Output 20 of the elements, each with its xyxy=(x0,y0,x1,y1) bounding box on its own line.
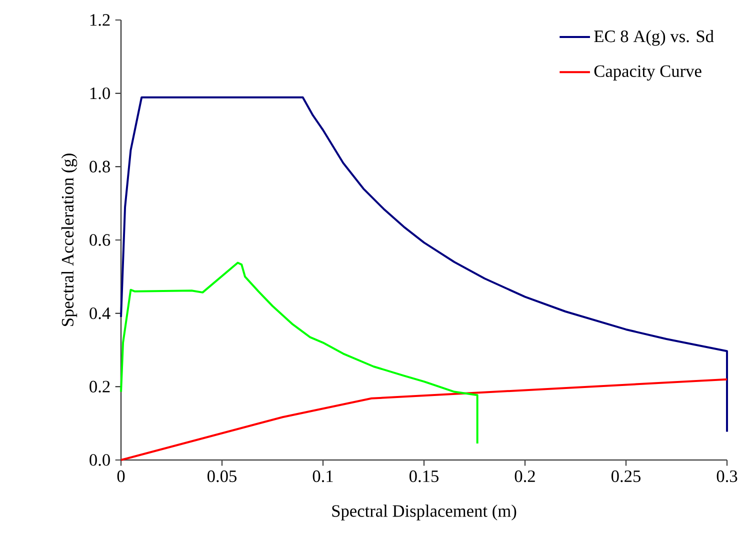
y-axis-title: Spectral Acceleration (g) xyxy=(61,154,78,326)
x-tick-label: 0.25 xyxy=(612,470,640,482)
x-tick-label: 0.1 xyxy=(312,470,333,482)
y-tick-label: 0.8 xyxy=(90,160,110,173)
y-tick-label: 1.0 xyxy=(90,87,110,100)
x-tick-label: 0.05 xyxy=(208,470,236,482)
x-tick-label: 0 xyxy=(117,470,125,482)
y-tick-label: 0.2 xyxy=(90,380,110,393)
legend-label: Capacity Curve xyxy=(594,65,702,81)
y-tick-label: 0.4 xyxy=(90,307,110,320)
line-series xyxy=(120,96,728,433)
y-tick-label: 0.6 xyxy=(90,234,110,246)
y-tick-label: 0.0 xyxy=(90,454,110,466)
line-series xyxy=(120,262,478,444)
x-tick-label: 0.15 xyxy=(410,470,438,482)
legend-label: EC 8 A(g) vs. Sd xyxy=(594,30,714,46)
x-tick-label: 0.2 xyxy=(514,470,535,482)
y-tick-label: 1.2 xyxy=(90,14,110,26)
x-axis-title: Spectral Displacement (m) xyxy=(332,504,516,520)
x-tick-label: 0.3 xyxy=(716,470,738,482)
